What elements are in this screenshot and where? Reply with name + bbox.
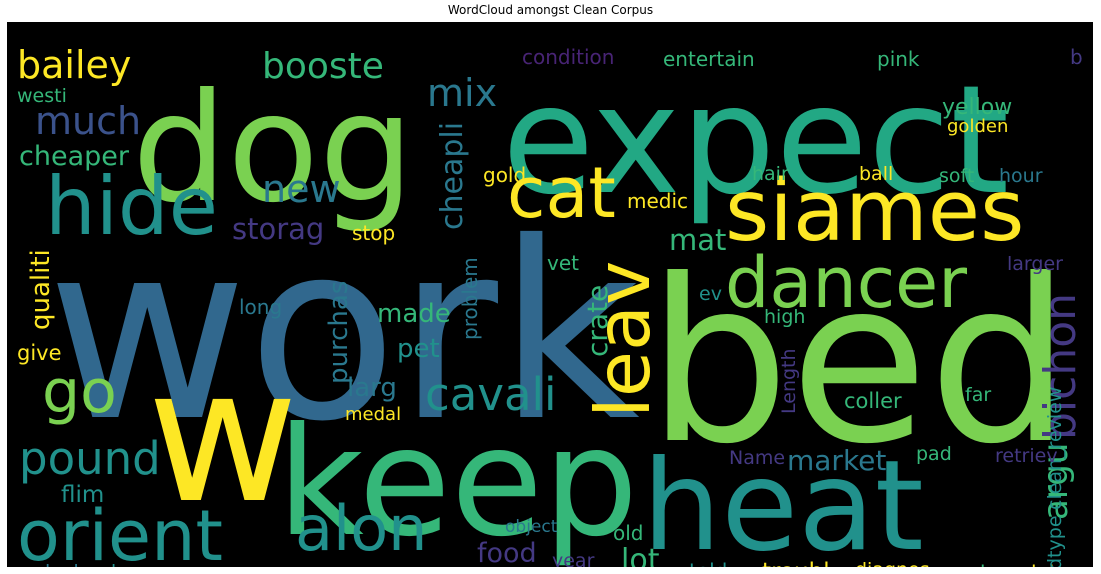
word-look: look — [45, 561, 85, 567]
word-alon: alon — [295, 492, 427, 565]
word-work: work — [47, 190, 640, 475]
word-hour: hour — [999, 165, 1043, 187]
word-leav: leav — [579, 261, 667, 418]
word-b: b — [1070, 45, 1083, 69]
word-cheapli: cheapli — [435, 122, 470, 230]
word-cloud: work bed expect dog keep w heat siames hide leav d… — [7, 22, 1093, 567]
word-golden: golden — [947, 116, 1008, 137]
word-cheaper: cheaper — [19, 141, 130, 172]
word-new: new — [262, 167, 341, 211]
word-storag: storag — [232, 212, 324, 246]
word-medic: medic — [627, 189, 688, 213]
word-flim: flim — [61, 482, 104, 508]
word-westi: westi — [17, 85, 67, 107]
word-dtype: dtype — [1044, 515, 1066, 567]
word-similar: similar — [172, 564, 236, 567]
word-dog: dog — [132, 62, 414, 236]
word-purchas: purchas — [324, 281, 354, 384]
word-qualiti: qualiti — [26, 249, 56, 330]
word-dancer: dancer — [725, 242, 967, 324]
word-ev: ev — [699, 283, 722, 305]
word-clean-review: clean_review — [1044, 387, 1066, 510]
word-w: w — [147, 328, 298, 544]
word-bichon: bichon — [1035, 293, 1086, 440]
word-name: Name — [729, 447, 785, 469]
word-gold: gold — [483, 163, 526, 187]
figure-title: WordCloud amongst Clean Corpus — [447, 3, 654, 17]
word-much: much — [35, 99, 141, 143]
word-bed: bed — [647, 232, 1071, 494]
word-market: market — [787, 444, 886, 477]
word-vet: vet — [547, 251, 579, 275]
word-go: go — [42, 357, 117, 427]
word-cat: cat — [507, 152, 616, 234]
word-mat: mat — [669, 223, 726, 257]
word-old: old — [613, 521, 644, 545]
word-bailey: bailey — [17, 43, 131, 87]
word-expect: expect — [502, 54, 1009, 228]
word-larger: larger — [1007, 253, 1063, 275]
word-food: food — [477, 538, 537, 567]
word-high: high — [764, 306, 805, 328]
word-give: give — [17, 341, 62, 365]
word-stop: stop — [352, 221, 395, 245]
word-made: made — [377, 299, 451, 329]
word-diagnos: diagnos — [855, 559, 930, 567]
word-booste: booste — [262, 46, 384, 87]
word-lab: lab — [1031, 561, 1062, 567]
word-heat: heat — [642, 434, 924, 567]
word-medal: medal — [345, 404, 401, 425]
word-long: long — [239, 295, 282, 319]
word-retriev: retriev — [995, 445, 1058, 467]
word-troubl: troubl — [762, 559, 830, 567]
word-hous: hous — [111, 561, 157, 567]
word-pink: pink — [877, 47, 920, 71]
word-coller: coller — [844, 389, 902, 413]
word-crate: crate — [581, 285, 614, 357]
word-argu: argu — [1036, 443, 1076, 520]
word-entertain: entertain — [663, 47, 755, 71]
word-year: year — [552, 550, 595, 567]
word-far: far — [965, 384, 991, 406]
word-hide: hide — [45, 160, 218, 253]
word-condition: condition — [522, 45, 614, 69]
word-lot: lot — [621, 543, 660, 567]
word-cavali: cavali — [425, 368, 557, 421]
word-siames: siames — [725, 162, 1024, 261]
word-chew: chew — [969, 561, 1021, 567]
word-problem: problem — [458, 257, 482, 340]
word-hair: hair — [752, 163, 789, 185]
word-orient: orient — [17, 495, 223, 567]
word-ball: ball — [859, 163, 893, 185]
word-yellow: yellow — [942, 95, 1012, 120]
word-told: told — [689, 559, 727, 567]
word-larg: larg — [347, 373, 397, 403]
word-mix: mix — [427, 71, 497, 115]
word-pet: pet — [397, 334, 440, 364]
word-soft: soft — [939, 165, 974, 187]
word-pound: pound — [19, 432, 161, 485]
word-keep: keep — [277, 396, 638, 567]
word-length: Length — [778, 348, 800, 414]
word-pad: pad — [916, 443, 952, 465]
word-object: object — [505, 517, 558, 537]
